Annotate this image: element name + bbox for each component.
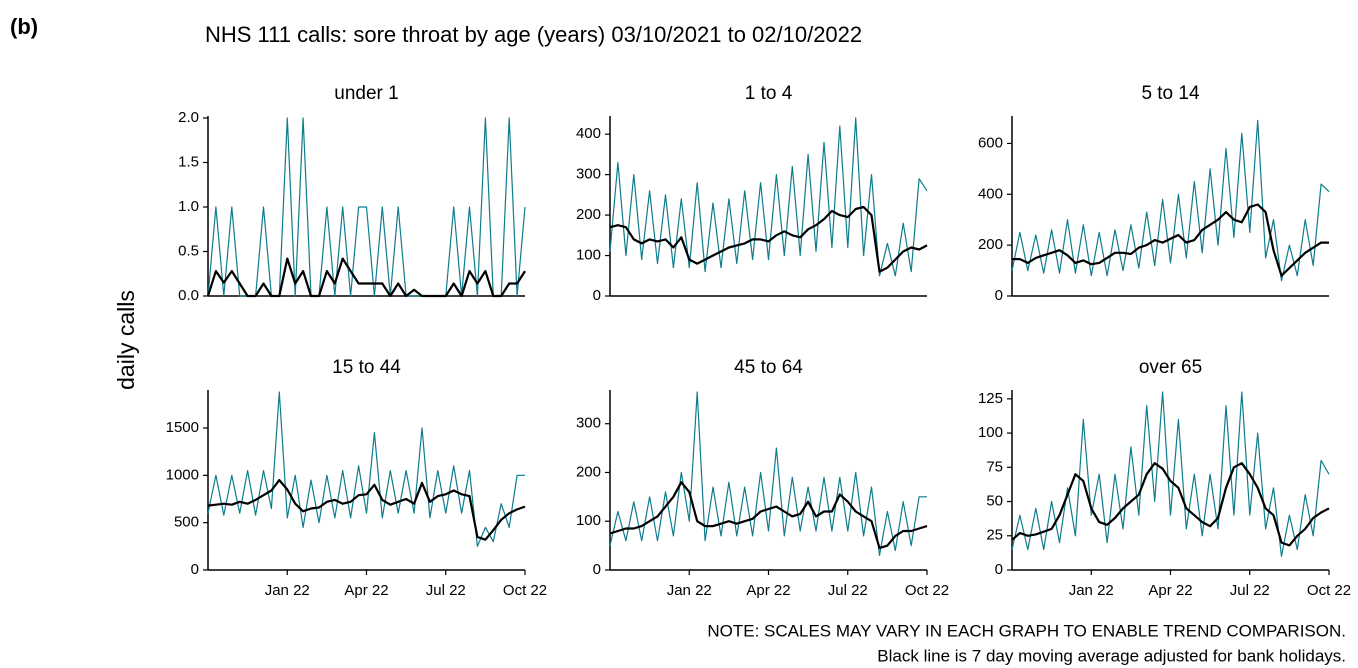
x-tick-label: Jan 22 bbox=[667, 582, 712, 599]
x-tick-label: Oct 22 bbox=[503, 582, 547, 599]
x-tick-label: Jul 22 bbox=[828, 582, 868, 599]
y-tick-label: 100 bbox=[576, 512, 601, 529]
figure-title: NHS 111 calls: sore throat by age (years… bbox=[205, 22, 862, 47]
x-tick-label: Jan 22 bbox=[1069, 582, 1114, 599]
y-tick-label: 400 bbox=[576, 125, 601, 142]
y-tick-label: 300 bbox=[576, 166, 601, 183]
series-line bbox=[207, 479, 526, 541]
y-tick-label: 0.0 bbox=[178, 287, 199, 304]
y-tick-label: 600 bbox=[978, 134, 1003, 151]
y-tick-label: 1.0 bbox=[178, 198, 199, 215]
y-tick-label: 0 bbox=[593, 561, 601, 578]
panel-title: 5 to 14 bbox=[1141, 83, 1200, 104]
panel-label: (b) bbox=[10, 14, 38, 39]
y-tick-label: 2.0 bbox=[178, 109, 199, 126]
y-tick-label: 0.5 bbox=[178, 242, 199, 259]
y-tick-label: 0 bbox=[995, 287, 1003, 304]
note: Black line is 7 day moving average adjus… bbox=[877, 646, 1346, 665]
series-line bbox=[1011, 391, 1330, 557]
y-tick-label: 0 bbox=[995, 561, 1003, 578]
y-tick-label: 125 bbox=[978, 390, 1003, 407]
panel-title: over 65 bbox=[1139, 357, 1202, 378]
series-line bbox=[609, 205, 928, 273]
y-tick-label: 50 bbox=[986, 493, 1003, 510]
x-tick-label: Apr 22 bbox=[746, 582, 790, 599]
series-line bbox=[1011, 462, 1330, 547]
y-tick-label: 100 bbox=[978, 424, 1003, 441]
y-tick-label: 200 bbox=[978, 236, 1003, 253]
y-tick-label: 100 bbox=[576, 247, 601, 264]
y-tick-label: 1500 bbox=[166, 419, 199, 436]
panel-title: under 1 bbox=[334, 83, 398, 104]
x-tick-label: Apr 22 bbox=[344, 582, 388, 599]
panel-title: 15 to 44 bbox=[332, 357, 401, 378]
y-tick-label: 200 bbox=[576, 206, 601, 223]
series-line bbox=[1012, 203, 1329, 277]
y-axis-label: daily calls bbox=[113, 290, 139, 390]
y-tick-label: 500 bbox=[174, 514, 199, 531]
series-line bbox=[609, 481, 928, 550]
panel-title: 1 to 4 bbox=[745, 83, 793, 104]
note: NOTE: SCALES MAY VARY IN EACH GRAPH TO E… bbox=[707, 621, 1346, 640]
series-line bbox=[206, 257, 526, 298]
panel-title: 45 to 64 bbox=[734, 357, 803, 378]
y-tick-label: 400 bbox=[978, 185, 1003, 202]
y-tick-label: 1.5 bbox=[178, 153, 199, 170]
x-tick-label: Jul 22 bbox=[1230, 582, 1270, 599]
y-tick-label: 200 bbox=[576, 463, 601, 480]
y-tick-label: 0 bbox=[191, 561, 199, 578]
x-tick-label: Jan 22 bbox=[265, 582, 310, 599]
y-tick-label: 25 bbox=[986, 527, 1003, 544]
y-tick-label: 0 bbox=[593, 287, 601, 304]
x-tick-label: Oct 22 bbox=[1307, 582, 1351, 599]
y-tick-label: 300 bbox=[576, 415, 601, 432]
series-line bbox=[207, 391, 525, 547]
series-line bbox=[609, 391, 927, 556]
series-line bbox=[1011, 119, 1330, 282]
series-line bbox=[207, 117, 526, 297]
y-tick-label: 75 bbox=[986, 458, 1003, 475]
x-tick-label: Apr 22 bbox=[1148, 582, 1192, 599]
x-tick-label: Oct 22 bbox=[905, 582, 949, 599]
x-tick-label: Jul 22 bbox=[426, 582, 466, 599]
y-tick-label: 1000 bbox=[166, 466, 199, 483]
series-line bbox=[609, 117, 928, 277]
